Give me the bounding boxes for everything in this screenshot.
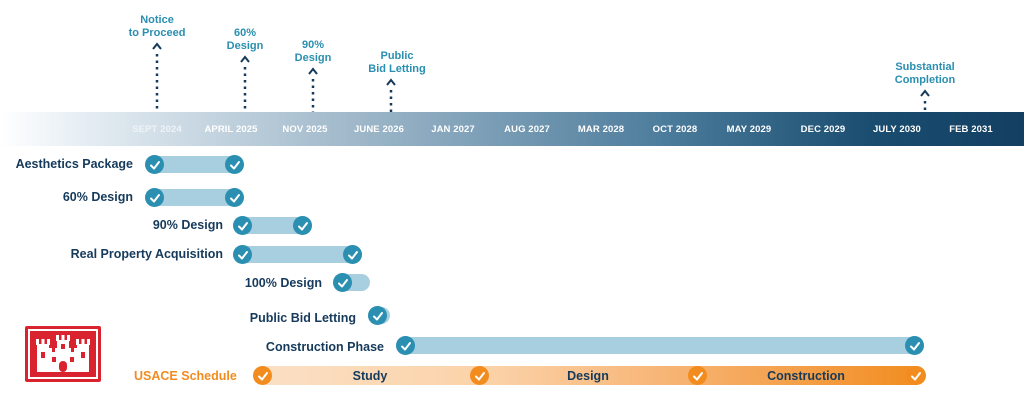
dotted-arrow-icon	[240, 55, 250, 112]
tick-label: JULY 2030	[873, 124, 921, 135]
task-label-100-design: 100% Design	[244, 276, 322, 290]
phase-label-design: Design	[567, 369, 609, 383]
milestone-label: 60% Design	[226, 27, 264, 52]
task-label-construction-phase: Construction Phase	[265, 340, 384, 354]
tick-label: JAN 2027	[431, 124, 475, 135]
usace-castle-logo	[25, 326, 101, 382]
castle-icon	[28, 329, 98, 379]
check-icon	[225, 155, 244, 174]
task-bar-construction-phase	[396, 337, 924, 354]
milestone-public-bid-letting: Public Bid Letting	[342, 50, 452, 76]
dotted-arrow-icon	[308, 67, 318, 112]
tick-label: AUG 2027	[504, 124, 550, 135]
task-label-60-design: 60% Design	[62, 190, 133, 204]
tick-label: DEC 2029	[800, 124, 846, 135]
milestone-90-design: 90% Design	[258, 39, 368, 65]
task-label-real-property-acquisition: Real Property Acquisition	[70, 247, 223, 261]
check-icon	[470, 366, 489, 385]
milestone-notice-to-proceed: Notice to Proceed	[102, 14, 212, 40]
milestone-60-design: 60% Design	[190, 27, 300, 53]
task-label-public-bid-letting: Public Bid Letting	[249, 311, 356, 325]
task-bar-60-design	[148, 189, 242, 206]
tick-label: OCT 2028	[652, 124, 698, 135]
check-icon	[343, 245, 362, 264]
milestone-label: Notice to Proceed	[128, 14, 186, 39]
tick-label: MAY 2029	[726, 124, 772, 135]
check-icon	[396, 336, 415, 355]
milestone-label: Public Bid Letting	[368, 50, 426, 75]
dotted-arrow-icon	[152, 42, 162, 112]
phase-label-construction: Construction	[767, 369, 845, 383]
task-bar-real-property-acquisition	[236, 246, 362, 263]
check-icon	[145, 188, 164, 207]
task-bar-aesthetics-package	[148, 156, 242, 173]
check-icon	[368, 306, 387, 325]
tick-label: JUNE 2026	[353, 124, 404, 135]
usace-schedule-label: USACE Schedule	[134, 369, 237, 383]
tick-label: NOV 2025	[282, 124, 328, 135]
check-icon	[233, 245, 252, 264]
tick-label: APRIL 2025	[204, 124, 258, 135]
check-icon	[333, 273, 352, 292]
tick-label: SEPT 2024	[132, 124, 182, 135]
check-icon	[688, 366, 707, 385]
dotted-arrow-icon	[386, 78, 396, 112]
check-icon	[145, 155, 164, 174]
milestone-substantial-completion: Substantial Completion	[870, 61, 980, 87]
tick-label: MAR 2028	[577, 124, 625, 135]
dotted-arrow-icon	[920, 89, 930, 112]
phase-label-study: Study	[352, 369, 388, 383]
tick-label: FEB 2031	[949, 124, 993, 135]
check-icon	[293, 216, 312, 235]
task-label-aesthetics-package: Aesthetics Package	[15, 157, 133, 171]
timeline-band	[0, 112, 1024, 146]
check-icon	[253, 366, 272, 385]
check-icon	[905, 336, 924, 355]
milestone-label: 90% Design	[294, 39, 332, 64]
check-icon	[233, 216, 252, 235]
check-icon	[906, 366, 925, 385]
check-icon	[225, 188, 244, 207]
task-label-90-design: 90% Design	[152, 218, 223, 232]
milestone-label: Substantial Completion	[894, 61, 956, 86]
usace-schedule-track	[256, 366, 926, 385]
